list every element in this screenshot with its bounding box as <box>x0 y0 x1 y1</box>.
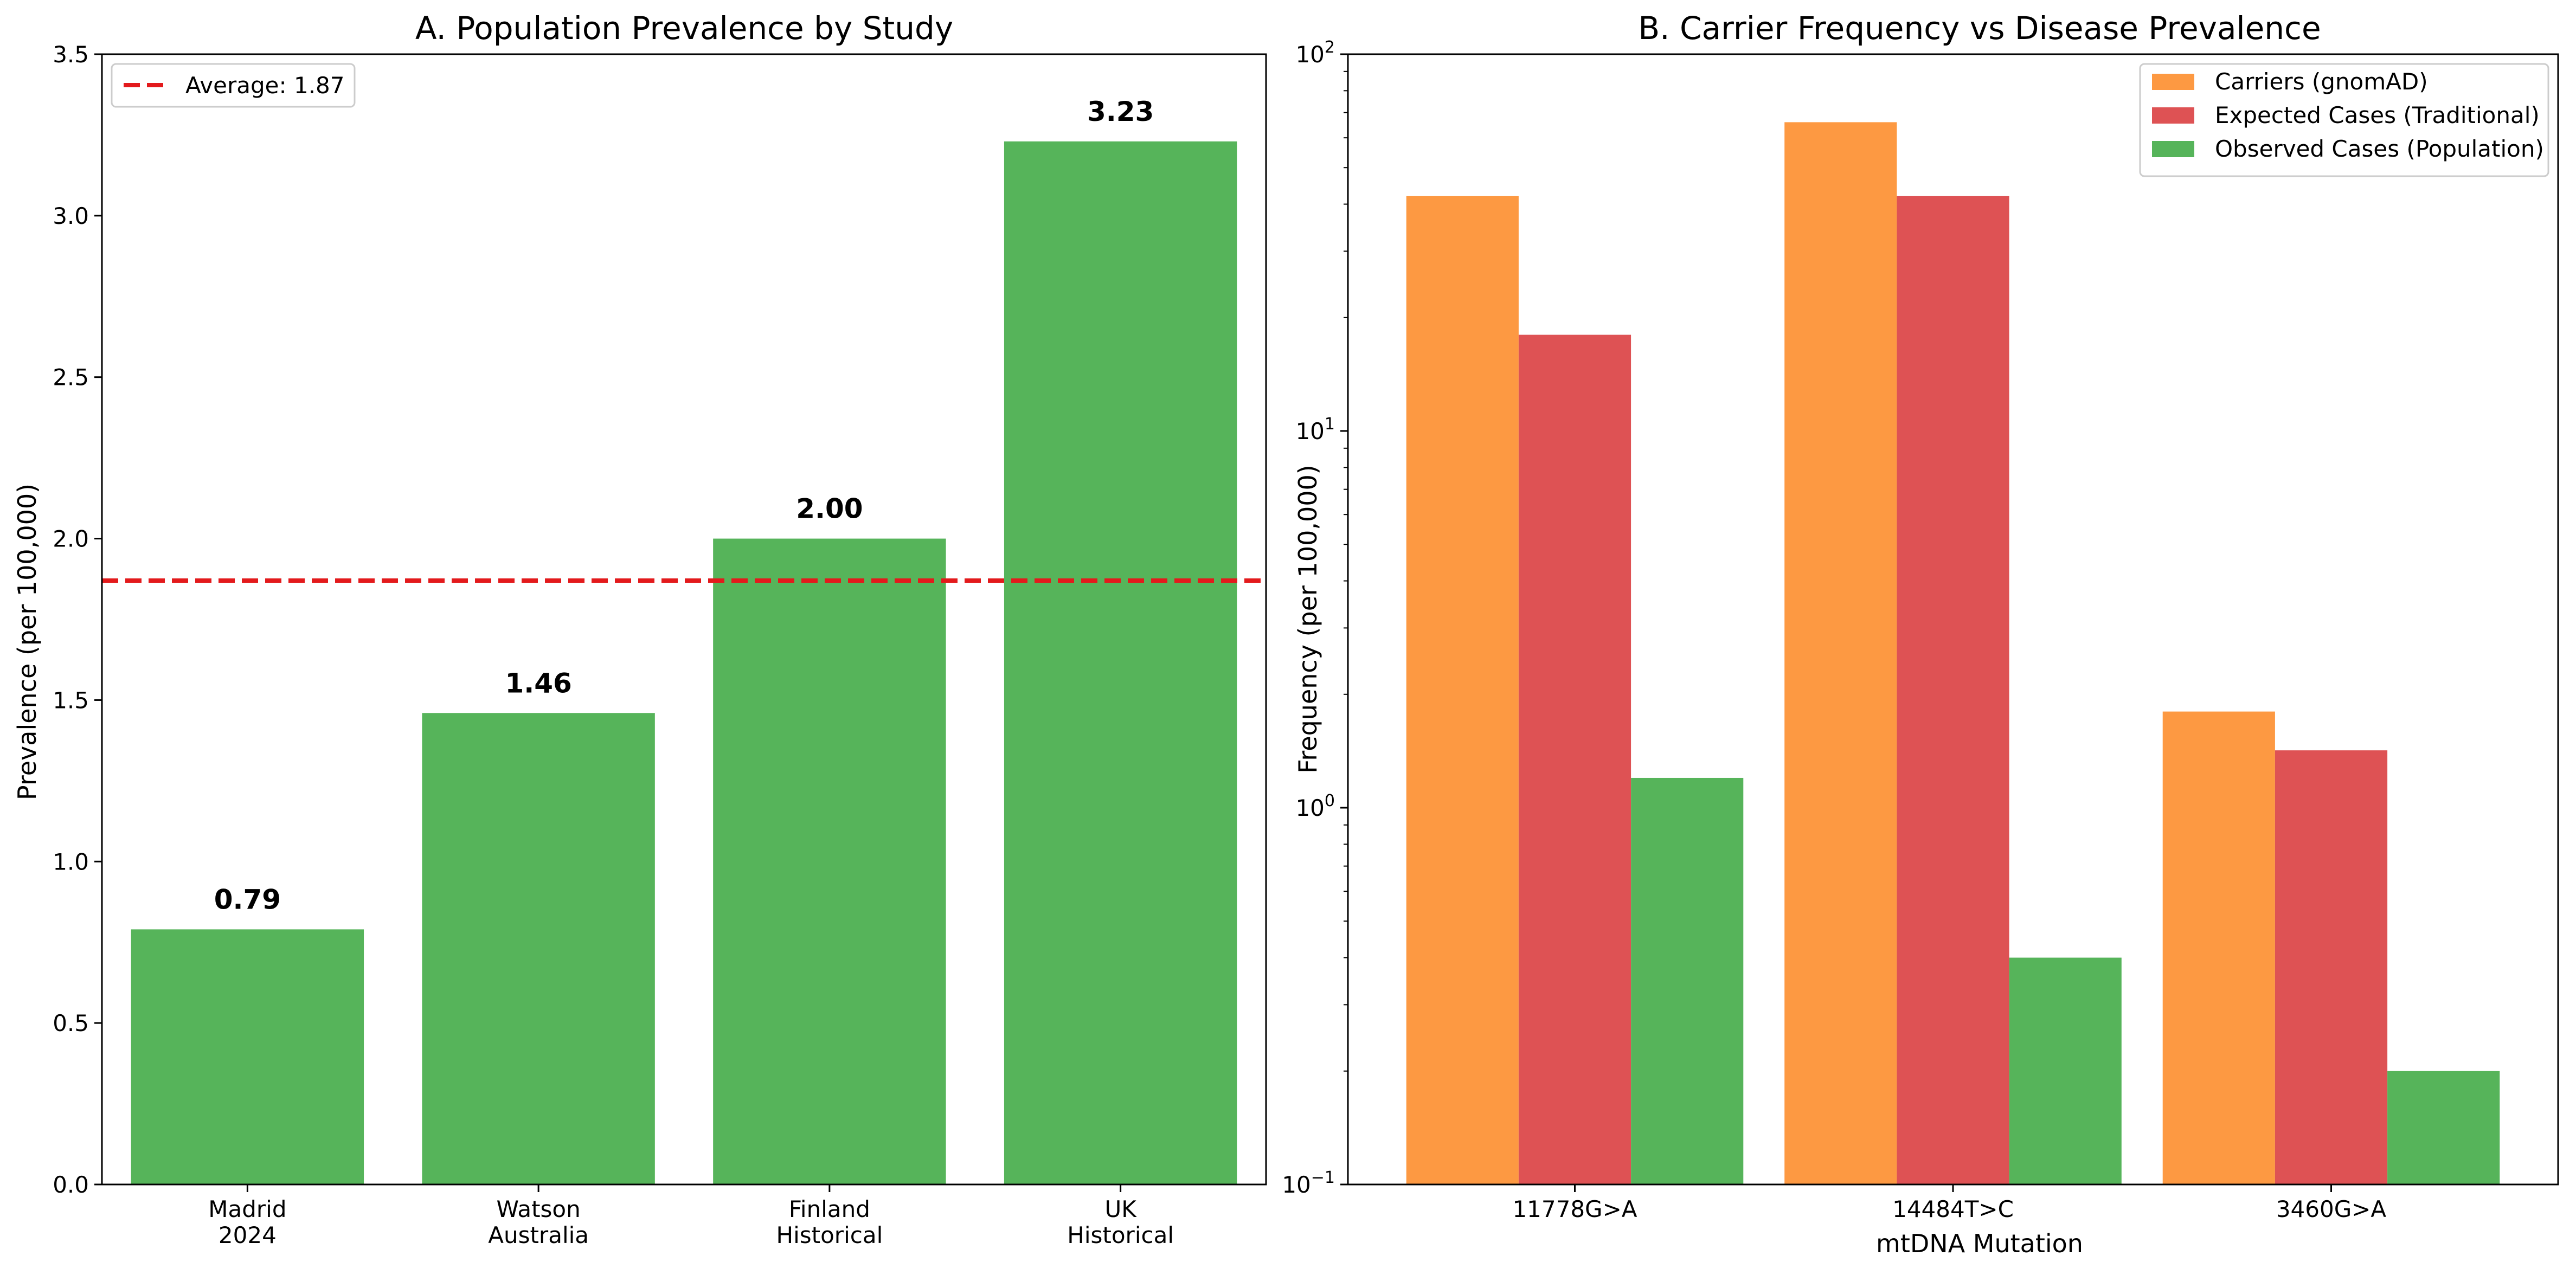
panel-b-title: B. Carrier Frequency vs Disease Prevalen… <box>1638 10 2321 47</box>
panel-b-x-tick-label: 14484T>C <box>1892 1196 2014 1222</box>
panel-a-x-ticks: Madrid2024WatsonAustraliaFinlandHistoric… <box>208 1184 1174 1248</box>
panel-a-bar <box>131 929 364 1184</box>
panel-a-x-tick-label-line1: UK <box>1104 1196 1137 1222</box>
panel-b-y-ticks: 10−1 100 101 102 <box>1282 38 1348 1198</box>
panel-b-bar <box>2387 1071 2500 1184</box>
panel-b-x-tick-label: 3460G>A <box>2276 1196 2387 1222</box>
panel-b-x-tick-label: 11778G>A <box>1512 1196 1637 1222</box>
panel-a-y-tick-label: 3.5 <box>53 41 89 68</box>
panel-b-legend-label: Expected Cases (Traditional) <box>2215 102 2540 128</box>
panel-a-y-tick-label: 0.5 <box>53 1010 89 1036</box>
panel-a-y-tick-label: 1.5 <box>53 687 89 713</box>
panel-b-bar <box>1897 196 2009 1184</box>
average-legend-label: Average: 1.87 <box>185 72 345 99</box>
panel-b-chart: B. Carrier Frequency vs Disease Prevalen… <box>1282 10 2559 1258</box>
panel-a-y-tick-label: 3.0 <box>53 203 89 229</box>
panel-b-ylabel: Frequency (per 100,000) <box>1293 465 1322 773</box>
panel-b-y-tick-label: 101 <box>1295 415 1335 445</box>
panel-b-legend-label: Carriers (gnomAD) <box>2215 68 2428 95</box>
panel-b-legend-swatch <box>2152 107 2194 124</box>
panel-a-x-tick-label-line1: Watson <box>497 1196 581 1222</box>
panel-b-plot-frame <box>1347 53 2559 1186</box>
panel-b-xlabel: mtDNA Mutation <box>1876 1229 2083 1258</box>
panel-a-title: A. Population Prevalence by Study <box>415 10 953 47</box>
panel-b-legend: Carriers (gnomAD) Expected Cases (Traditi… <box>2139 63 2549 177</box>
panel-a-plot-frame <box>101 53 1267 1186</box>
panel-a-bar-value-label: 3.23 <box>1087 96 1154 127</box>
panel-a-bar <box>1004 141 1237 1184</box>
panel-a-legend-box <box>111 63 356 108</box>
panel-a-x-tick-label-line2: Historical <box>776 1222 883 1248</box>
panel-b-bars <box>1406 122 2500 1184</box>
panel-b-bar <box>1518 334 1631 1184</box>
panel-b-bar <box>2162 711 2275 1184</box>
panel-a-y-tick-label: 0.0 <box>53 1171 89 1198</box>
panel-a-bar <box>422 713 655 1184</box>
panel-a-x-tick-label-line2: Historical <box>1067 1222 1174 1248</box>
panel-b-legend-label: Observed Cases (Population) <box>2215 136 2544 162</box>
panel-a-ylabel: Prevalence (per 100,000) <box>12 484 42 800</box>
panel-b-bar <box>1631 777 1744 1184</box>
panel-a-y-ticks: 0.0 0.5 1.0 1.5 2.0 2.5 3.0 3.5 <box>53 41 102 1198</box>
panel-b-y-tick-label: 102 <box>1295 38 1335 68</box>
panel-a-x-tick-label-line2: Australia <box>488 1222 589 1248</box>
panel-b-bar <box>1784 122 1897 1184</box>
panel-a-y-tick-label: 1.0 <box>53 848 89 875</box>
panel-b-bar <box>2009 957 2122 1184</box>
panel-b-x-ticks: 11778G>A 14484T>C 3460G>A <box>1512 1184 2386 1222</box>
panel-b-y-tick-label: 100 <box>1295 791 1335 821</box>
panel-a-chart: A. Population Prevalence by Study Preval… <box>12 10 1267 1248</box>
panel-a-bar-value-label: 2.00 <box>796 493 863 525</box>
panel-a-x-tick-label-line1: Madrid <box>208 1196 286 1222</box>
panel-a-bars: 0.79 1.46 2.00 3.23 <box>131 96 1237 1184</box>
panel-a-bar <box>713 538 946 1184</box>
panel-a-y-tick-label: 2.0 <box>53 526 89 552</box>
panel-b-legend-swatch <box>2152 74 2194 90</box>
panel-a-bar-value-label: 0.79 <box>214 884 281 915</box>
panel-b-bar <box>2275 750 2388 1184</box>
panel-a-x-tick-label-line1: Finland <box>789 1196 870 1222</box>
panel-a-x-tick-label-line2: 2024 <box>219 1222 277 1248</box>
panel-a-y-tick-label: 2.5 <box>53 364 89 391</box>
panel-b-legend-swatch <box>2152 141 2194 157</box>
panel-b-y-tick-label: 10−1 <box>1282 1168 1335 1198</box>
panel-a-legend: Average: 1.87 <box>111 63 356 108</box>
panel-b-legend-box <box>2139 63 2549 177</box>
panel-a-bar-value-label: 1.46 <box>505 667 571 699</box>
panel-b-bar <box>1406 196 1519 1184</box>
